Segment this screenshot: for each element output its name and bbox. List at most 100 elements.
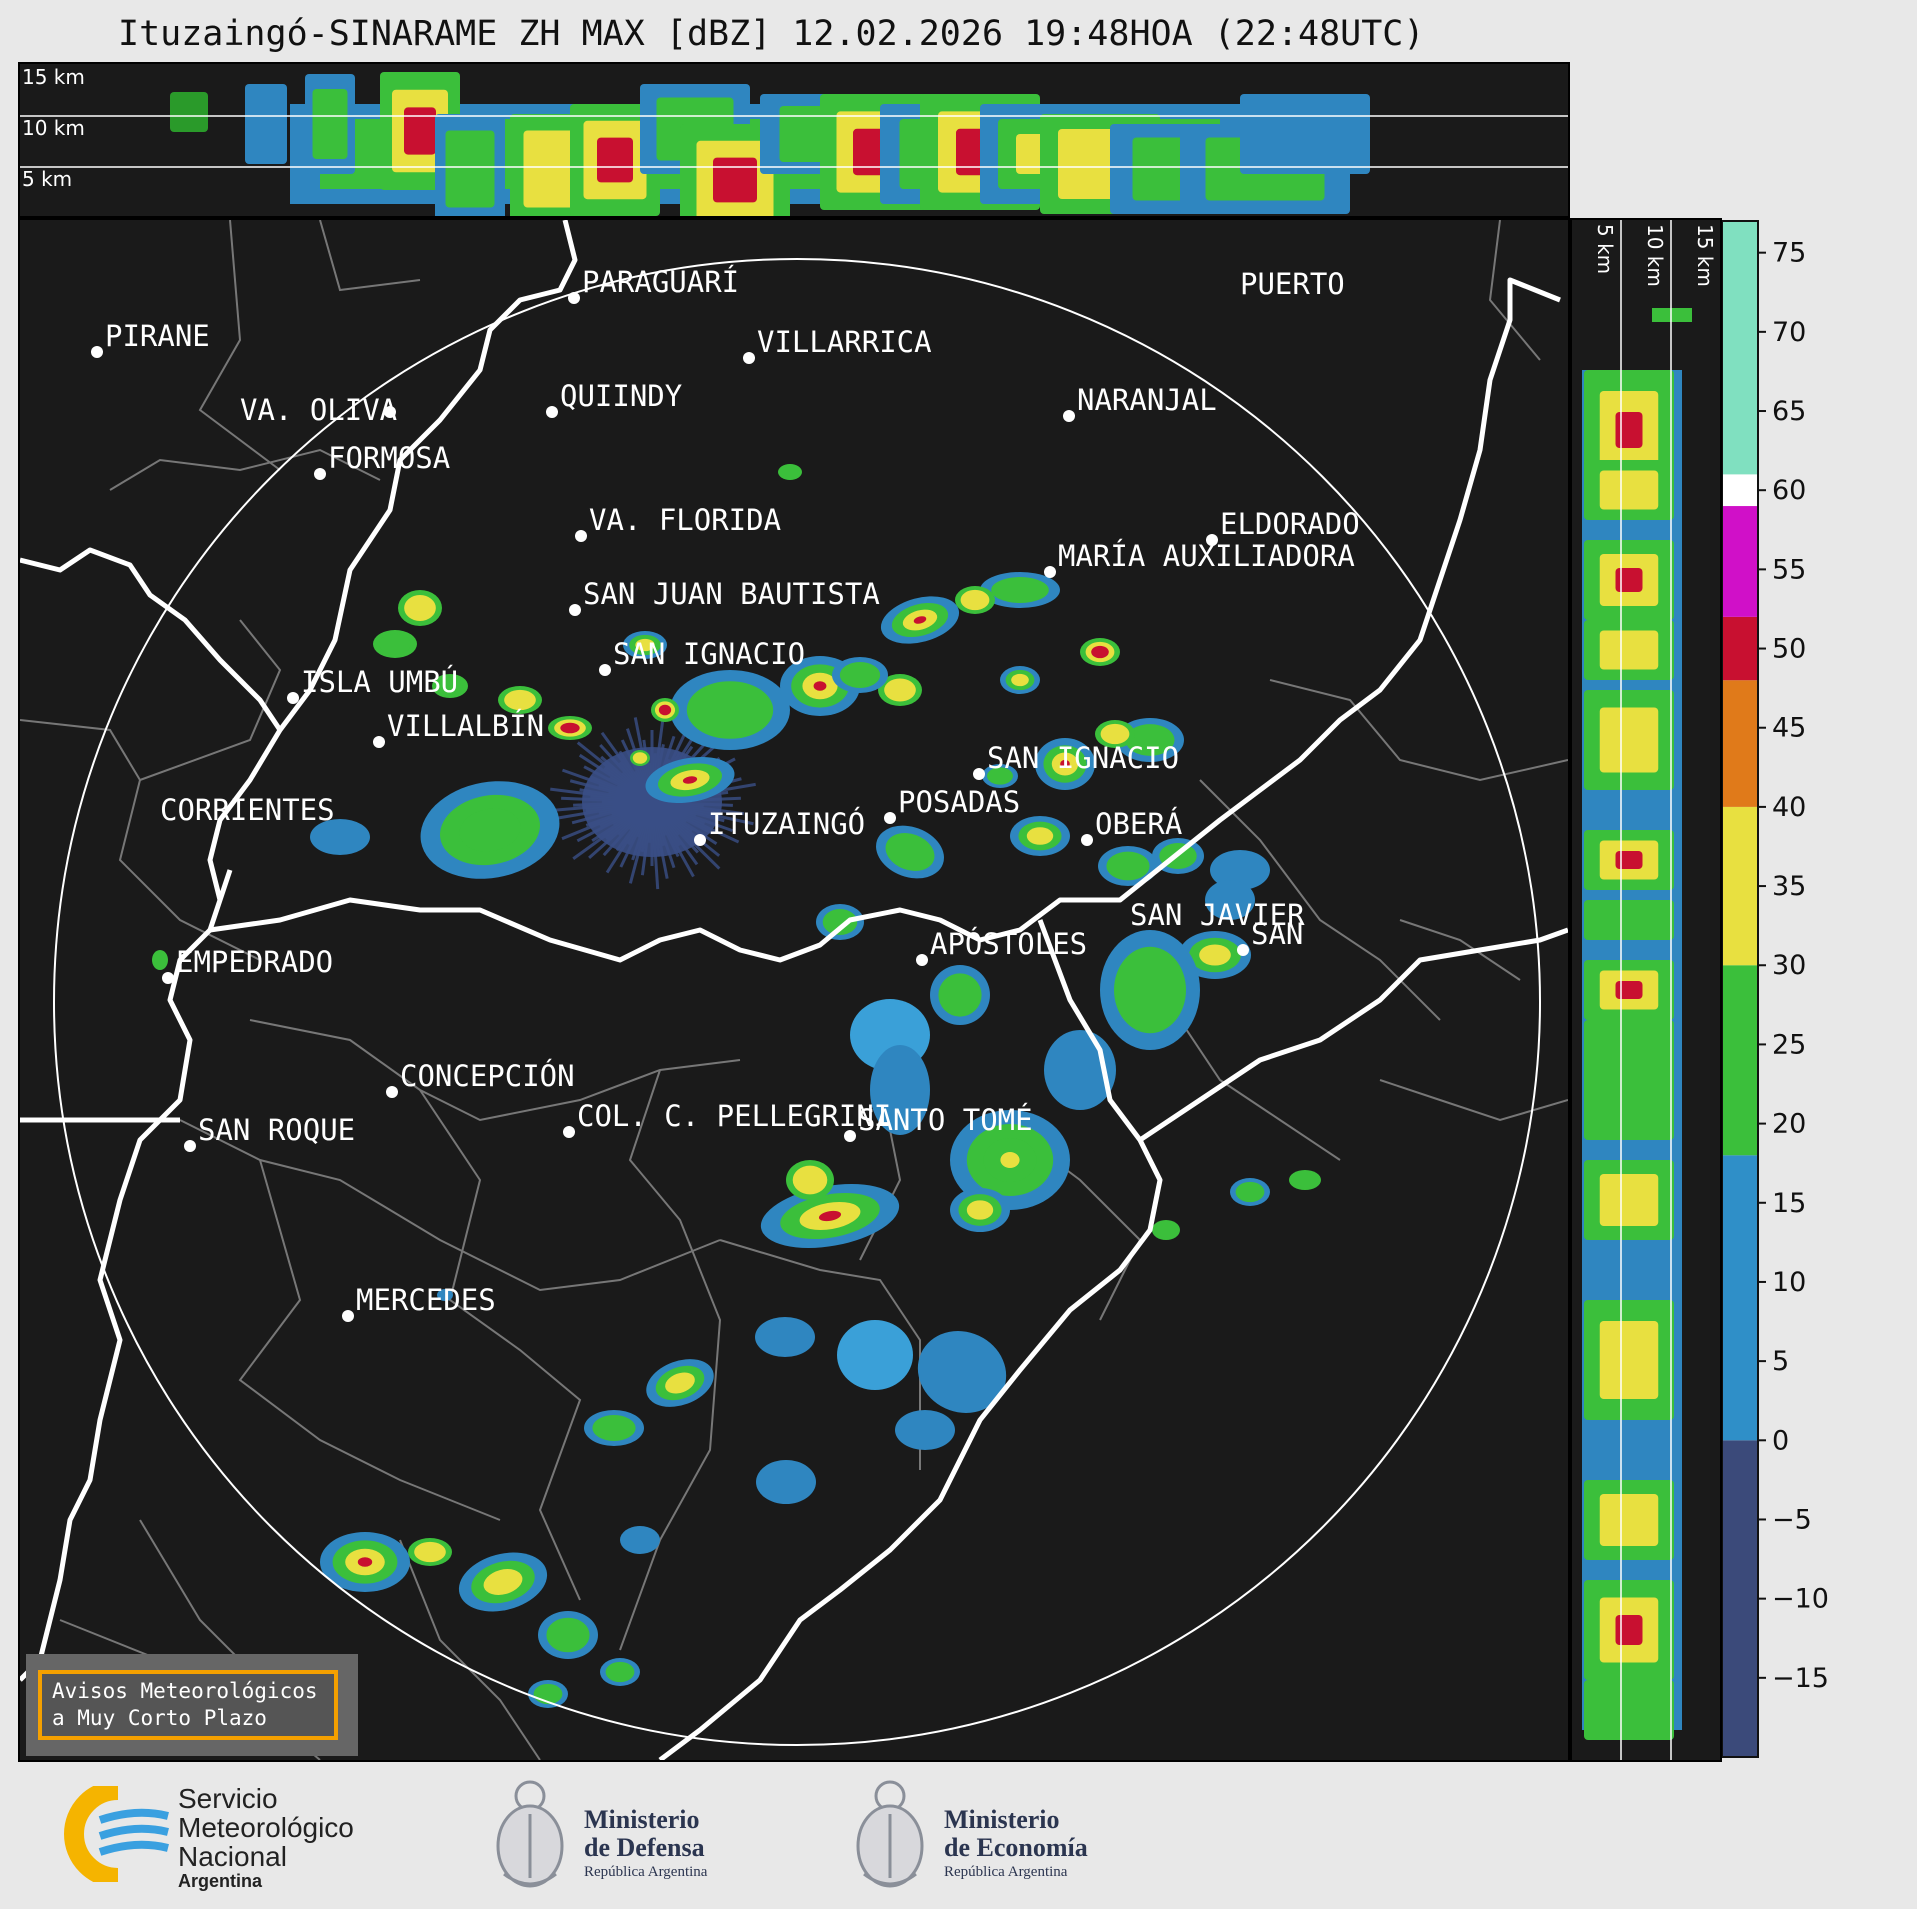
city-label: COL. C. PELLEGRINI <box>577 1099 891 1133</box>
city-marker: QUIINDY <box>546 379 682 418</box>
city-label: CORRIENTES <box>160 793 335 827</box>
defensa-seal-icon <box>494 1774 566 1894</box>
city-dot <box>569 604 581 616</box>
colorbar-segment <box>1722 965 1758 1156</box>
echo-cell <box>786 1160 834 1200</box>
city-dot <box>1206 534 1218 546</box>
city-label: POSADAS <box>898 785 1020 819</box>
colorbar-tick-label: 70 <box>1772 317 1806 348</box>
echo-cell <box>950 1188 1010 1232</box>
echo-cell <box>670 670 790 750</box>
city-label: FORMOSA <box>328 441 450 475</box>
echo-cell <box>408 1538 452 1566</box>
city-dot <box>342 1310 354 1322</box>
colorbar-tick-label: 10 <box>1772 1267 1806 1298</box>
top-cross-section-svg: 15 km 10 km 5 km <box>20 65 1568 216</box>
city-dot <box>973 768 985 780</box>
colorbar-tick-label: 65 <box>1772 396 1806 427</box>
city-marker: CONCEPCIÓN <box>386 1059 575 1098</box>
colorbar-segment <box>1722 474 1758 507</box>
echo-cell <box>1098 846 1158 886</box>
colorbar-tick-label: 45 <box>1772 713 1806 744</box>
echo-cell <box>398 590 442 626</box>
top-alt-label-5: 5 km <box>22 167 72 191</box>
economia-logo-text: Ministerio de Economía República Argenti… <box>944 1806 1088 1882</box>
city-label: ITUZAINGÓ <box>708 807 865 841</box>
echo-cell <box>1100 930 1200 1050</box>
defensa-line-3: República Argentina <box>584 1864 708 1880</box>
ground-clutter <box>544 717 756 890</box>
colorbar-tick-label: −5 <box>1772 1504 1812 1535</box>
city-dot <box>916 954 928 966</box>
city-label: MARÍA AUXILIADORA <box>1058 539 1355 573</box>
city-dot <box>162 972 174 984</box>
echo-cell <box>420 781 560 879</box>
city-markers: PIRANE PARAGUARÍ VILLARRICA VA. OLIVA QUIIND… <box>91 265 1360 1322</box>
city-marker: PUERTO <box>1240 267 1345 301</box>
city-label: ISLA UMBÚ <box>301 665 458 699</box>
city-marker: PIRANE <box>91 319 210 358</box>
city-label: PUERTO <box>1240 267 1345 301</box>
city-marker: SAN ROQUE <box>184 1113 355 1152</box>
colorbar-tick-label: 50 <box>1772 634 1806 665</box>
city-dot <box>373 736 385 748</box>
city-marker: VILLALBÍN <box>373 709 544 748</box>
echo-cell <box>880 596 960 644</box>
city-marker: OBERÁ <box>1081 807 1182 846</box>
city-label: NARANJAL <box>1077 383 1217 417</box>
city-marker: SAN <box>1237 917 1303 956</box>
city-dot <box>1044 566 1056 578</box>
echo-cell <box>1095 720 1135 748</box>
chart-title: Ituzaingó-SINARAME ZH MAX [dBZ] 12.02.20… <box>118 14 1425 54</box>
echo-cell <box>1010 816 1070 856</box>
echo-cell <box>982 764 1018 788</box>
side-cross-section: 5 km 10 km 15 km <box>1570 218 1722 1762</box>
top-echoes <box>170 72 1370 216</box>
echo-cell <box>437 1289 453 1301</box>
side-alt-label-15: 15 km <box>1693 224 1717 287</box>
echo-cell <box>760 1184 900 1248</box>
city-label: APÓSTOLES <box>930 927 1087 961</box>
city-marker: SAN JUAN BAUTISTA <box>569 577 880 616</box>
echo-cell <box>620 1526 660 1554</box>
city-dot <box>844 1130 856 1142</box>
defensa-line-2: de Defensa <box>584 1833 705 1862</box>
side-echoes <box>1582 308 1692 1740</box>
echo-cell <box>755 1317 815 1357</box>
echo-cell <box>651 698 679 722</box>
city-dot <box>1081 834 1093 846</box>
city-marker: PARAGUARÍ <box>568 265 739 304</box>
city-label: VILLARRICA <box>757 325 932 359</box>
city-dot <box>694 834 706 846</box>
echo-cell <box>1152 1220 1180 1240</box>
city-marker: ELDORADO <box>1206 507 1360 546</box>
echo-cell <box>584 1410 644 1446</box>
colorbar-segment <box>1722 616 1758 681</box>
city-marker: NARANJAL <box>1063 383 1217 422</box>
radar-echoes <box>152 464 1321 1708</box>
city-dot <box>386 1086 398 1098</box>
city-label: ELDORADO <box>1220 507 1360 541</box>
city-dot <box>287 692 299 704</box>
echo-cell <box>895 1410 955 1450</box>
city-label: SAN ROQUE <box>198 1113 355 1147</box>
echo-cell <box>310 819 370 855</box>
echo-cell <box>756 1460 816 1504</box>
colorbar-segments <box>1722 221 1758 1757</box>
range-ring <box>53 258 1541 1746</box>
city-marker: SAN IGNACIO <box>973 741 1179 780</box>
echo-cell <box>373 630 417 658</box>
economia-line-1: Ministerio <box>944 1805 1060 1834</box>
echo-cell <box>432 674 468 698</box>
city-label: VA. OLIVA <box>240 393 397 427</box>
echo-cell <box>646 1359 714 1407</box>
smn-line-4: Argentina <box>178 1871 263 1891</box>
echo-cell <box>930 965 990 1025</box>
colorbar-tick-label: 0 <box>1772 1425 1789 1456</box>
top-alt-label-10: 10 km <box>22 116 85 140</box>
echo-cell <box>832 657 888 693</box>
echo-cell <box>878 674 922 706</box>
city-dot <box>575 530 587 542</box>
